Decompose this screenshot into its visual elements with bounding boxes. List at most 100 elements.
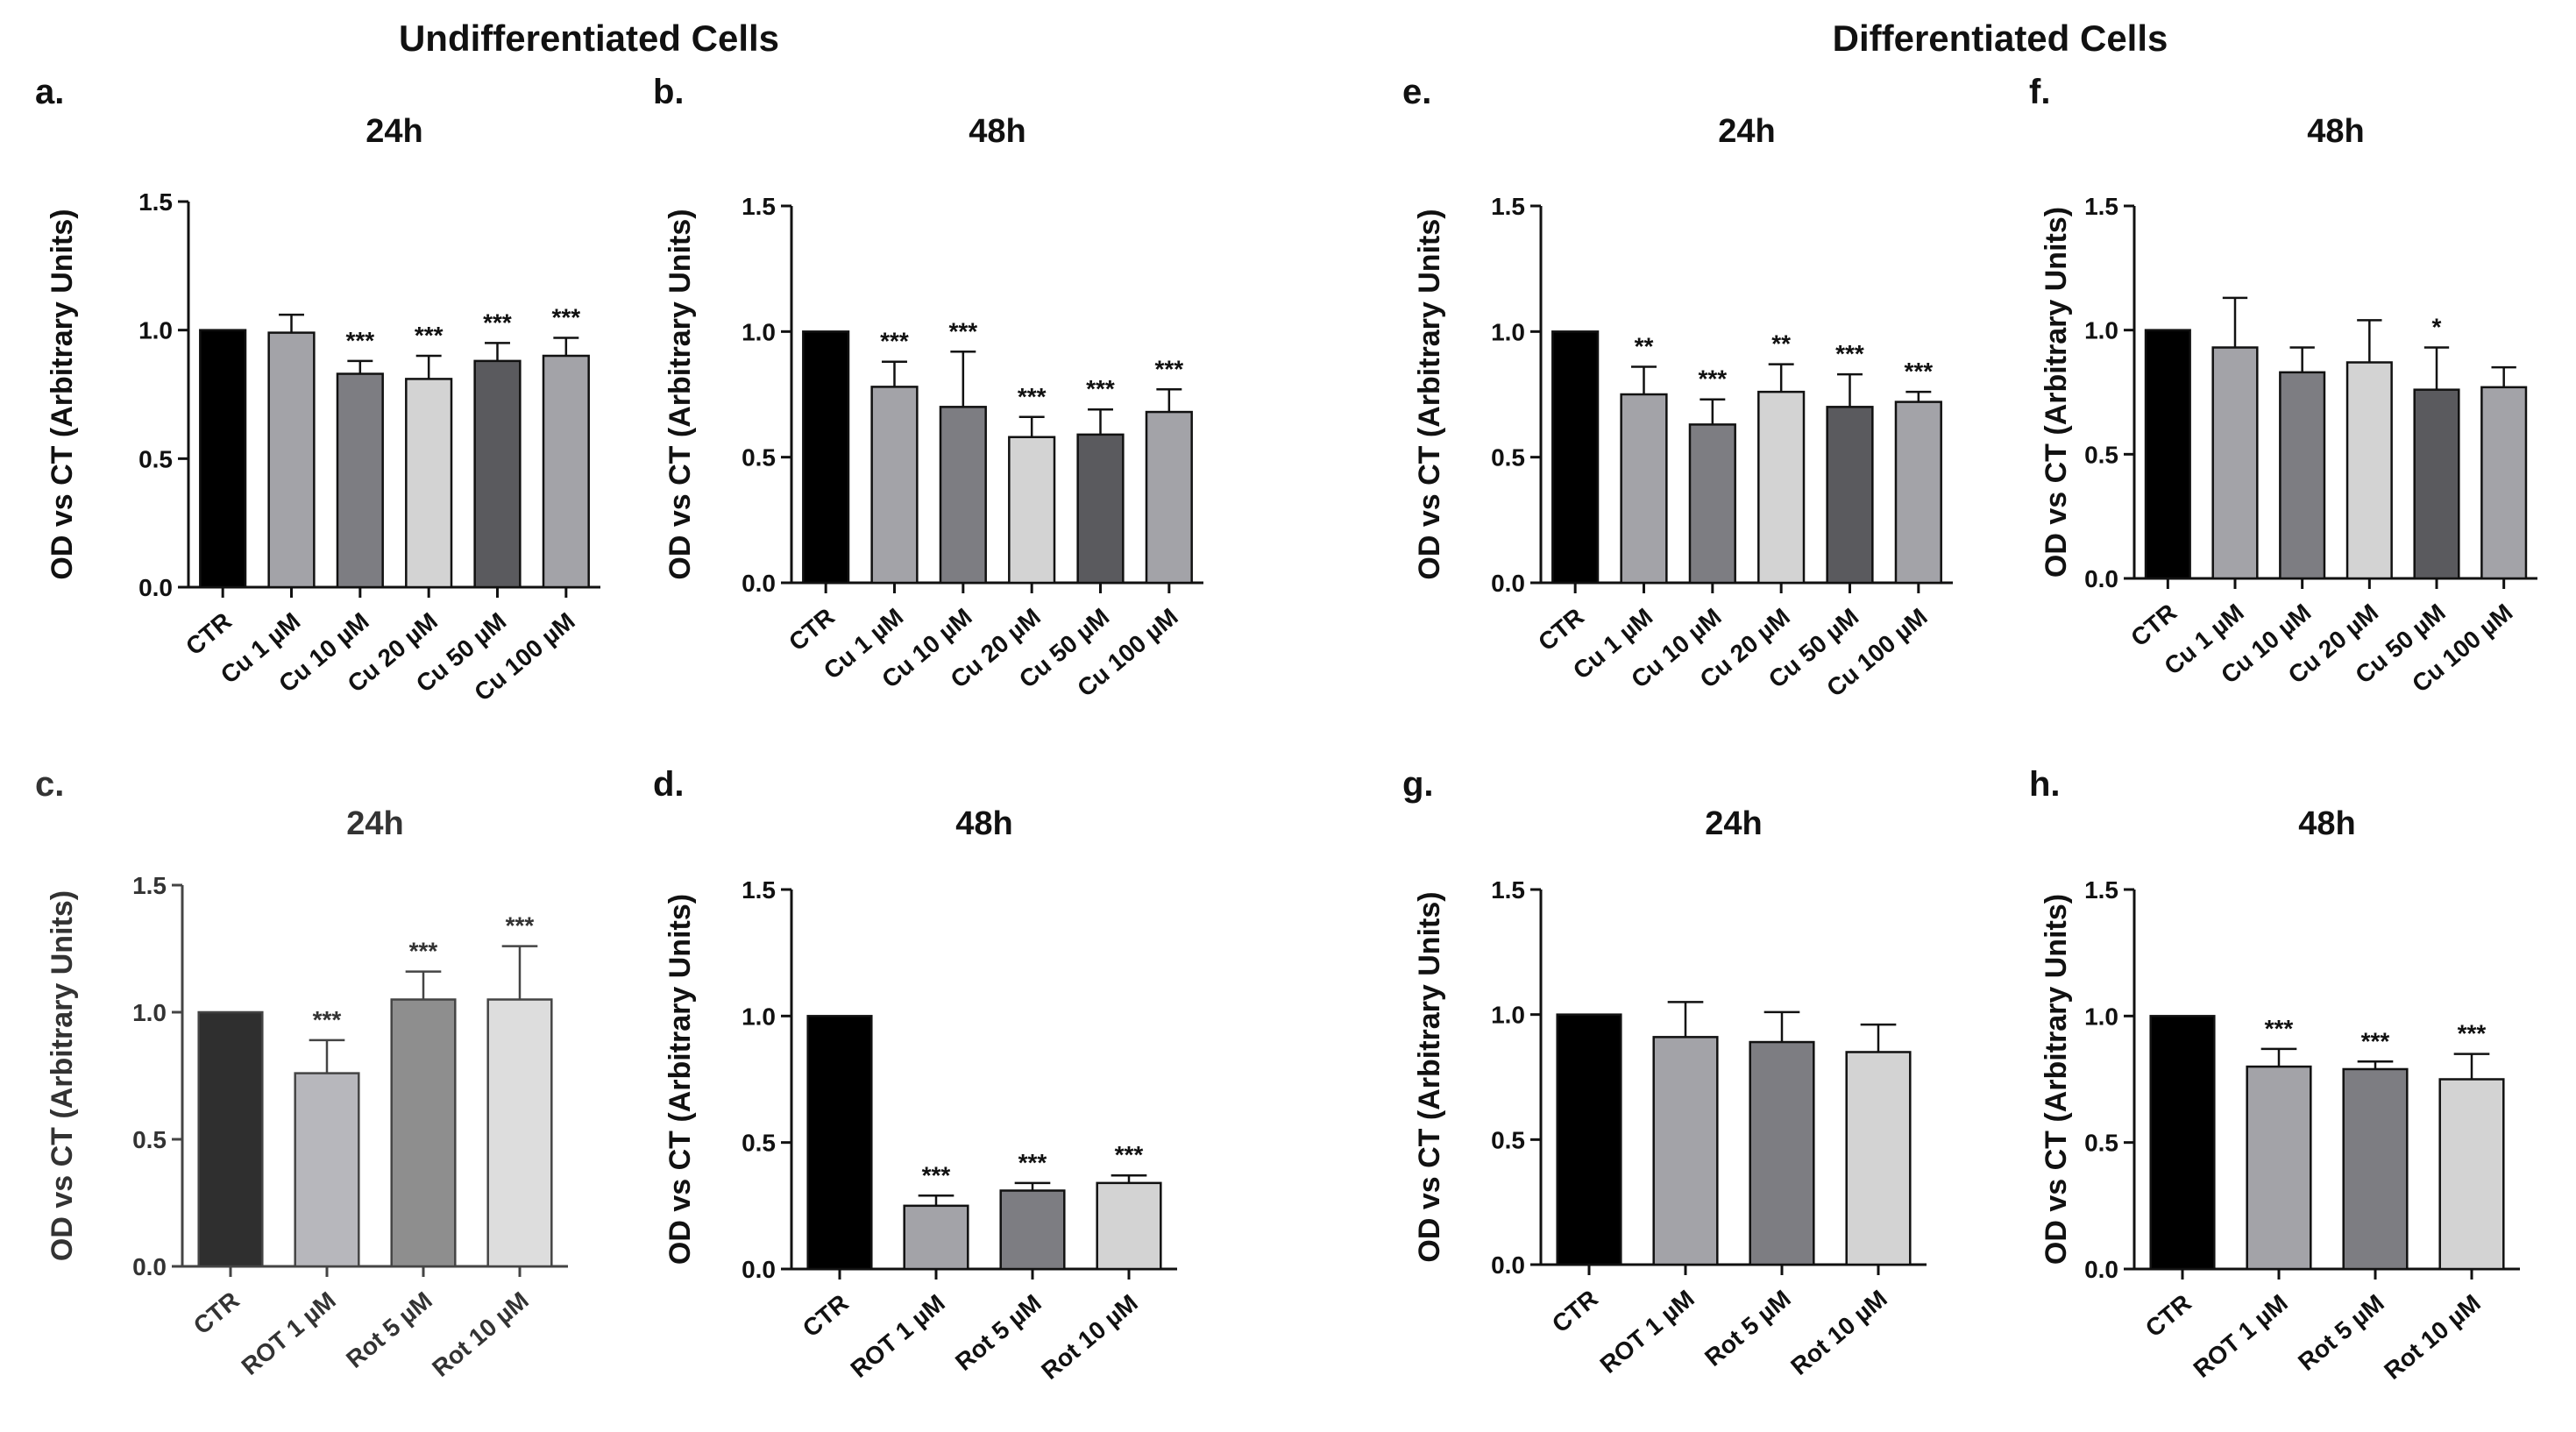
- section-title-undifferentiated: Undifferentiated Cells: [398, 18, 780, 59]
- significance-label: ***: [948, 317, 977, 344]
- y-tick-label: 0.5: [1491, 1126, 1525, 1153]
- y-tick-label: 0.0: [2084, 1256, 2118, 1283]
- significance-label: ***: [1835, 340, 1864, 367]
- panel-label: g.: [1402, 765, 1434, 804]
- y-axis-label: OD vs CT (Arbitrary Units): [46, 209, 79, 579]
- y-tick-label: 0.5: [1491, 444, 1525, 471]
- significance-label: ***: [1086, 375, 1115, 402]
- panel-label: f.: [2029, 73, 2050, 111]
- bar: [1894, 401, 1942, 585]
- y-tick-label: 1.5: [742, 193, 776, 220]
- bar: [1551, 330, 1600, 585]
- significance-label: ***: [506, 912, 535, 939]
- significance-label: **: [1771, 330, 1791, 358]
- x-tick-label: Rot 10 µM: [1036, 1289, 1143, 1385]
- y-tick-label: 1.0: [2084, 1003, 2118, 1030]
- x-tick-label: Rot 5 µM: [1700, 1285, 1796, 1372]
- y-tick-label: 1.5: [742, 876, 776, 904]
- bar: [542, 354, 590, 589]
- y-tick-label: 1.5: [132, 872, 167, 899]
- chart-panel-b: b. 48h OD vs CT (Arbitrary Units) 0.0 0.5 1.0…: [653, 73, 1203, 702]
- bar: [1652, 1036, 1719, 1266]
- chart-title: 48h: [969, 113, 1025, 150]
- bar: [802, 330, 850, 585]
- significance-label: ***: [1018, 383, 1047, 410]
- y-tick-label: 1.5: [2084, 876, 2118, 904]
- y-tick-label: 0.5: [2084, 1130, 2118, 1157]
- significance-label: ***: [345, 327, 374, 354]
- y-axis-label: OD vs CT (Arbitrary Units): [664, 894, 697, 1265]
- y-tick-label: 1.5: [138, 188, 173, 216]
- y-axis-label: OD vs CT (Arbitrary Units): [1413, 891, 1446, 1262]
- chart-title: 48h: [2298, 805, 2355, 842]
- bar: [473, 359, 522, 589]
- x-tick-label: CTR: [181, 607, 237, 661]
- x-tick-label: CTR: [2125, 599, 2182, 652]
- x-tick-label: Rot 5 µM: [2293, 1289, 2389, 1376]
- chart-panel-c: c. 24h OD vs CT (Arbitrary Units) 0.0 0.5 1.0…: [35, 765, 568, 1382]
- bar: [2211, 346, 2259, 580]
- bar: [197, 1010, 264, 1268]
- bar: [1076, 433, 1125, 585]
- bar: [2246, 1065, 2312, 1271]
- chart-title: 24h: [365, 113, 422, 150]
- bar: [1556, 1013, 1622, 1266]
- y-tick-label: 1.0: [132, 999, 167, 1026]
- bar: [199, 329, 247, 589]
- y-tick-label: 0.0: [742, 570, 776, 597]
- x-tick-label: Rot 10 µM: [427, 1287, 534, 1382]
- significance-label: ***: [1698, 365, 1727, 393]
- panel-label: h.: [2029, 765, 2061, 804]
- x-tick-label: ROT 1 µM: [1595, 1285, 1700, 1379]
- y-tick-label: 1.0: [2084, 317, 2118, 344]
- y-axis-label: OD vs CT (Arbitrary Units): [1413, 209, 1446, 579]
- bar: [1757, 390, 1806, 585]
- chart-panel-d: d. 48h OD vs CT (Arbitrary Units) 0.0 0.5 1.0…: [653, 765, 1177, 1385]
- bar: [405, 378, 453, 589]
- bar: [1749, 1040, 1815, 1266]
- bar: [336, 372, 384, 589]
- y-tick-label: 1.0: [742, 1003, 776, 1030]
- x-tick-label: CTR: [1533, 603, 1589, 656]
- y-tick-label: 0.5: [138, 445, 173, 472]
- bar: [806, 1015, 873, 1271]
- bar: [2345, 361, 2393, 580]
- y-tick-label: 0.5: [742, 1130, 776, 1157]
- significance-label: ***: [313, 1006, 342, 1033]
- y-axis-label: OD vs CT (Arbitrary Units): [664, 209, 697, 579]
- x-tick-label: ROT 1 µM: [846, 1289, 950, 1383]
- bar: [870, 386, 919, 585]
- y-axis-label: OD vs CT (Arbitrary Units): [2040, 207, 2073, 578]
- panel-label: a.: [35, 73, 64, 111]
- chart-title: 24h: [1705, 805, 1762, 842]
- bar: [2342, 1067, 2409, 1271]
- significance-label: ***: [2361, 1027, 2390, 1054]
- bar: [267, 331, 316, 589]
- bar: [2438, 1078, 2505, 1271]
- bar: [2279, 371, 2326, 580]
- chart-panel-g: g. 24h OD vs CT (Arbitrary Units) 0.0 0.5 1.0…: [1402, 765, 1927, 1380]
- chart-title: 24h: [1718, 113, 1775, 150]
- y-tick-label: 1.5: [1491, 876, 1525, 904]
- y-tick-label: 0.5: [2084, 441, 2118, 468]
- y-tick-label: 0.5: [132, 1126, 167, 1153]
- significance-label: **: [1635, 332, 1654, 359]
- y-tick-label: 1.5: [2084, 193, 2118, 220]
- bar: [1688, 423, 1736, 585]
- chart-panel-e: e. 24h OD vs CT (Arbitrary Units) 0.0 0.5 1.0…: [1402, 73, 1953, 702]
- panel-label: d.: [653, 765, 685, 804]
- y-axis-label: OD vs CT (Arbitrary Units): [46, 890, 79, 1261]
- bar: [2480, 386, 2528, 580]
- chart-panel-a: a. 24h OD vs CT (Arbitrary Units) 0.0 0.5 1.0…: [35, 73, 600, 706]
- y-tick-label: 0.0: [132, 1253, 167, 1280]
- significance-label: ***: [880, 328, 909, 355]
- significance-label: *: [2432, 314, 2442, 341]
- y-axis-label: OD vs CT (Arbitrary Units): [2040, 894, 2073, 1265]
- bar: [1145, 410, 1193, 585]
- chart-title: 48h: [955, 805, 1012, 842]
- bar: [939, 406, 987, 585]
- significance-label: ***: [551, 303, 580, 330]
- y-tick-label: 0.0: [1491, 1251, 1525, 1279]
- bar: [2413, 388, 2460, 580]
- chart-panel-f: f. 48h OD vs CT (Arbitrary Units) 0.0 0.5 1.0…: [2029, 73, 2537, 698]
